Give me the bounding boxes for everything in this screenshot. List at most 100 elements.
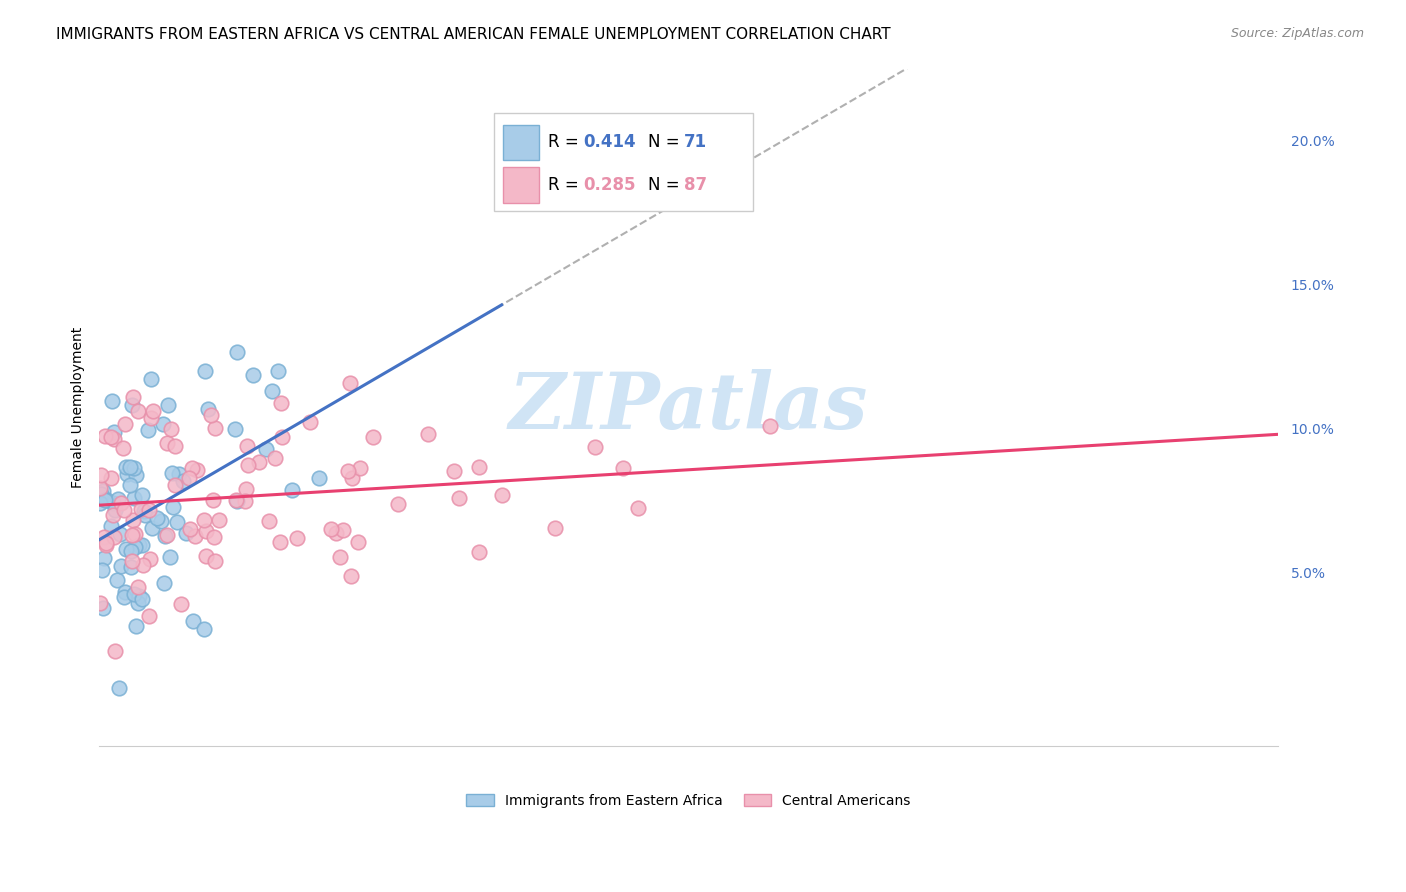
Point xyxy=(195,524,218,538)
Point xyxy=(139,372,162,386)
Point xyxy=(160,466,183,480)
Point xyxy=(120,560,142,574)
Point xyxy=(101,496,124,510)
Text: R =: R = xyxy=(548,134,583,152)
Point xyxy=(319,522,342,536)
Point xyxy=(270,396,292,410)
Point xyxy=(138,609,160,624)
Point xyxy=(271,430,294,444)
Point xyxy=(204,554,226,568)
Point xyxy=(194,549,217,563)
Point xyxy=(153,575,176,590)
Point xyxy=(103,508,125,522)
Point xyxy=(94,538,117,552)
Point xyxy=(138,502,160,516)
Point xyxy=(249,455,271,469)
Point xyxy=(134,508,156,523)
Point xyxy=(93,551,115,566)
Point xyxy=(152,417,174,431)
Point xyxy=(122,390,145,404)
Point xyxy=(468,459,491,474)
Text: 0.285: 0.285 xyxy=(583,176,636,194)
Point xyxy=(208,513,231,527)
Point xyxy=(129,501,152,516)
Point xyxy=(193,623,215,637)
Point xyxy=(121,528,143,542)
Point xyxy=(127,596,149,610)
Point xyxy=(111,441,134,455)
Point xyxy=(339,376,361,391)
Point xyxy=(169,597,191,611)
Point xyxy=(110,558,132,573)
Point xyxy=(141,410,163,425)
Point xyxy=(281,483,304,497)
FancyBboxPatch shape xyxy=(503,168,538,202)
Point xyxy=(235,482,257,496)
Text: Source: ZipAtlas.com: Source: ZipAtlas.com xyxy=(1230,27,1364,40)
Point xyxy=(131,538,153,552)
Point xyxy=(112,591,135,605)
Point xyxy=(107,681,129,696)
Point xyxy=(184,529,207,543)
Point xyxy=(90,487,112,501)
Text: 71: 71 xyxy=(683,134,707,152)
Point xyxy=(418,426,440,441)
Point xyxy=(112,503,135,517)
Point xyxy=(131,592,153,607)
Point xyxy=(156,435,179,450)
Point xyxy=(162,500,184,515)
Point xyxy=(114,542,136,557)
Point xyxy=(325,526,347,541)
Point xyxy=(194,364,217,378)
Point xyxy=(153,529,176,543)
Point xyxy=(612,461,634,475)
Point xyxy=(299,415,322,429)
Point xyxy=(91,484,114,499)
Point xyxy=(89,596,111,610)
Point xyxy=(93,492,115,507)
Point xyxy=(141,521,163,535)
Point xyxy=(193,513,215,527)
Point xyxy=(204,421,226,435)
Text: ZIPatlas: ZIPatlas xyxy=(509,369,868,445)
Point xyxy=(105,574,128,588)
Point xyxy=(340,471,363,485)
Point xyxy=(101,394,124,409)
Point xyxy=(124,586,146,600)
Point xyxy=(329,550,352,565)
Point xyxy=(242,368,264,382)
Point xyxy=(260,384,283,398)
Point xyxy=(202,530,225,544)
Point xyxy=(146,510,169,524)
Point xyxy=(179,522,201,536)
Point xyxy=(236,458,259,473)
Point xyxy=(122,491,145,505)
Legend: Immigrants from Eastern Africa, Central Americans: Immigrants from Eastern Africa, Central … xyxy=(461,789,917,814)
Point xyxy=(166,516,188,530)
Point xyxy=(156,528,179,542)
Point xyxy=(197,402,219,417)
Point xyxy=(125,468,148,483)
Point xyxy=(627,500,650,515)
Point xyxy=(132,558,155,573)
Point xyxy=(340,569,363,583)
Point xyxy=(132,504,155,518)
Point xyxy=(89,481,111,495)
Text: IMMIGRANTS FROM EASTERN AFRICA VS CENTRAL AMERICAN FEMALE UNEMPLOYMENT CORRELATI: IMMIGRANTS FROM EASTERN AFRICA VS CENTRA… xyxy=(56,27,891,42)
Point xyxy=(121,554,143,568)
Point xyxy=(285,531,308,545)
Point xyxy=(361,430,384,444)
Point xyxy=(93,530,115,544)
Point xyxy=(114,584,136,599)
Point xyxy=(449,491,471,505)
Point xyxy=(94,428,117,442)
Point xyxy=(110,527,132,541)
Point xyxy=(235,439,257,453)
Point xyxy=(128,538,150,552)
Point xyxy=(127,404,149,418)
Point xyxy=(759,419,782,434)
Point xyxy=(347,534,370,549)
Point xyxy=(124,540,146,554)
Point xyxy=(100,470,122,484)
Text: 87: 87 xyxy=(683,176,707,194)
